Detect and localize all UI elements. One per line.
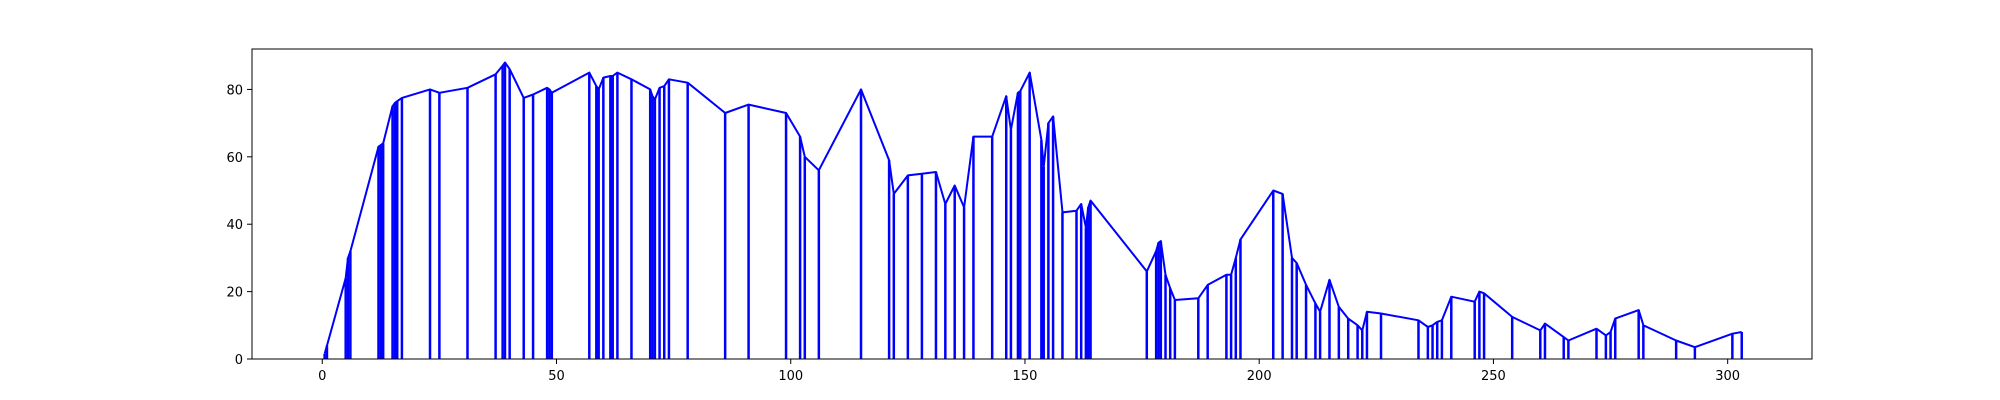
axes-frame (251, 48, 1813, 360)
x-tick-label: 100 (778, 369, 803, 384)
y-tick-label: 60 (226, 151, 243, 166)
y-axis: 0 20 40 60 80 (226, 83, 252, 368)
data-stems (323, 62, 1743, 359)
y-tick-label: 0 (235, 353, 243, 368)
y-tick-label: 40 (226, 218, 243, 233)
x-tick-label: 0 (318, 369, 326, 384)
y-tick-label: 80 (226, 83, 243, 98)
y-tick-label: 20 (226, 286, 243, 301)
x-tick-label: 150 (1013, 369, 1038, 384)
x-axis: 0 50 100 150 200 250 300 (318, 359, 1740, 384)
x-tick-label: 300 (1715, 369, 1740, 384)
data-series-line (323, 61, 1742, 355)
x-tick-label: 200 (1247, 369, 1272, 384)
x-tick-label: 250 (1481, 369, 1506, 384)
x-tick-label: 50 (548, 369, 565, 384)
